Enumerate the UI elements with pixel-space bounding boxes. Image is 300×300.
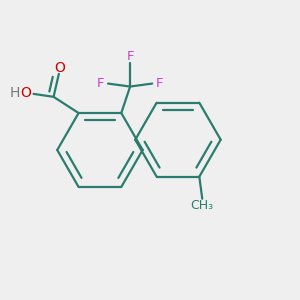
Text: F: F [97,77,104,90]
Text: F: F [156,77,164,90]
Text: H: H [10,86,20,100]
Text: O: O [54,61,65,75]
Text: F: F [126,50,134,63]
Text: O: O [20,86,31,100]
Text: CH₃: CH₃ [191,199,214,212]
